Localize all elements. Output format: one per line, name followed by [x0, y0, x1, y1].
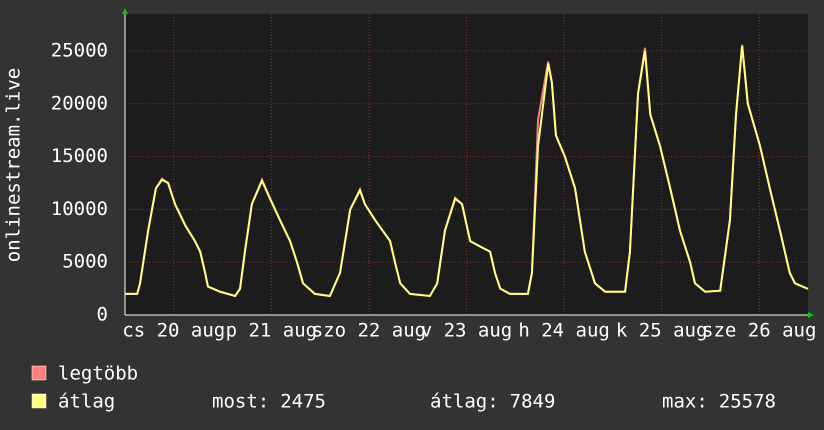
legend-label: átlag: [58, 391, 115, 413]
stat-value: 2475: [280, 391, 326, 413]
stat-label: most:: [212, 391, 269, 413]
x-tick-label: sze 26 aug: [702, 320, 816, 342]
x-tick-label: k 25 aug: [616, 320, 708, 342]
x-tick-label: v 23 aug: [421, 320, 513, 342]
stat-label: átlag:: [430, 391, 499, 413]
series-line: [125, 45, 809, 298]
x-tick-label: h 24 aug: [518, 320, 610, 342]
x-tick-label: szo 22 aug: [312, 320, 426, 342]
axis-arrow: [808, 312, 814, 318]
y-tick-label: 25000: [51, 39, 108, 61]
x-tick-label: cs 20 aug: [122, 320, 225, 342]
stat-value: 25578: [719, 391, 776, 413]
y-axis-title: onlinestream.live: [3, 68, 25, 262]
x-tick-label: p 21 aug: [226, 320, 318, 342]
stat-label: max:: [662, 391, 708, 413]
y-tick-label: 0: [97, 304, 108, 326]
legend-label: legtöbb: [58, 363, 138, 385]
legend-swatch: [31, 393, 47, 409]
y-tick-label: 20000: [51, 92, 108, 114]
y-tick-label: 10000: [51, 198, 108, 220]
stat-value: 7849: [510, 391, 556, 413]
axis-arrow: [122, 8, 128, 14]
y-tick-label: 15000: [51, 145, 108, 167]
legend-swatch: [31, 365, 47, 381]
y-tick-label: 5000: [62, 251, 108, 273]
